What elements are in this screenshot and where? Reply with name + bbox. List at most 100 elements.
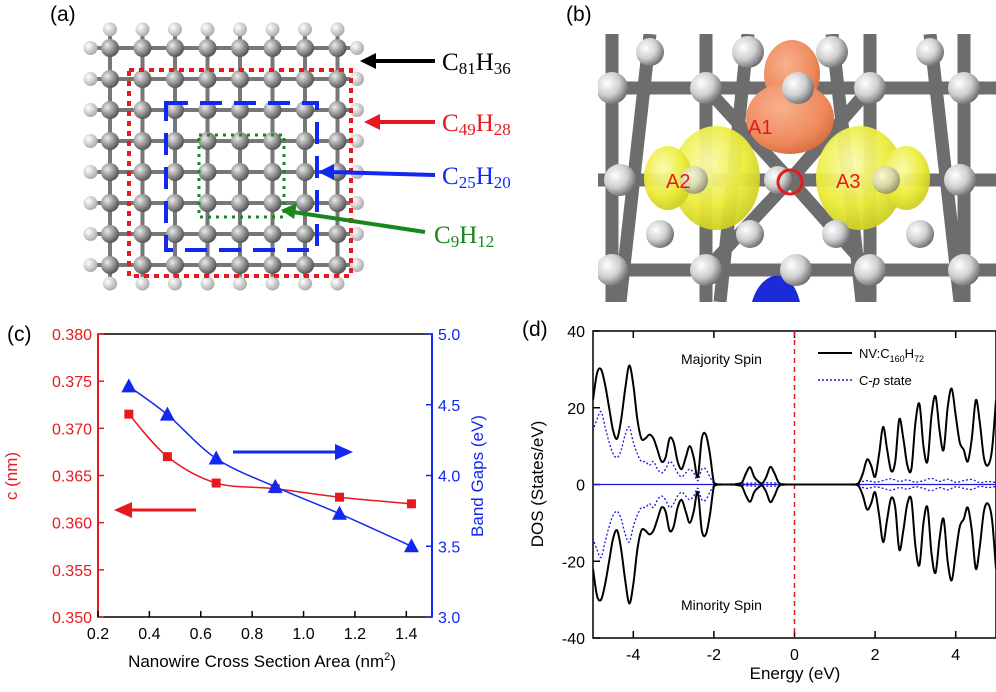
carbon-atom	[263, 132, 282, 150]
panel-label-c: (c)	[7, 323, 32, 346]
arrowhead-c25h20	[318, 164, 334, 180]
carbon-atom	[133, 101, 152, 119]
carbon-atom	[133, 39, 152, 57]
d-series	[593, 364, 996, 605]
carbon-atom	[263, 225, 282, 243]
carbon-atom	[166, 39, 184, 57]
carbon-atom	[231, 101, 249, 119]
c-lattice-point	[335, 492, 345, 502]
d-ylabel: DOS (States/eV)	[528, 421, 547, 548]
hydrogen-atom	[298, 22, 312, 37]
c-lattice-point	[211, 478, 221, 488]
carbon-atom	[166, 194, 184, 212]
arrow-c9h12	[292, 210, 426, 234]
carbon-atom	[133, 163, 152, 181]
c-left-tick-label: 0.370	[52, 421, 92, 438]
hydrogen-atom	[265, 276, 280, 291]
hydrogen-atom	[233, 276, 247, 291]
arrow-c25h20	[329, 170, 436, 177]
orbital-label-a3: A3	[836, 171, 860, 193]
c-x-tick-label: 1.0	[292, 626, 314, 643]
hydrogen-atom	[350, 72, 364, 86]
c-x-tick-label: 1.2	[344, 626, 366, 643]
arrowhead-left-red	[114, 502, 132, 518]
hydrogen-atom	[350, 134, 364, 148]
hydrogen-atom	[103, 276, 117, 291]
orbital-label-a2: A2	[666, 171, 690, 193]
orbital-a2-lobe	[672, 126, 760, 230]
d-y-tick-label: 20	[567, 401, 585, 418]
carbon-atom	[328, 256, 347, 274]
c-lattice-point	[162, 452, 172, 462]
carbon-atom	[166, 163, 184, 181]
carbon-atom	[198, 194, 217, 212]
c-right-tick-label: 4.5	[438, 398, 460, 415]
c-x-tick-label: 0.4	[138, 626, 160, 643]
carbon-atom	[296, 163, 314, 181]
carbon-atom	[296, 256, 314, 274]
carbon-atom	[231, 163, 249, 181]
c-series	[121, 378, 419, 553]
hydrogen-atom	[168, 22, 182, 37]
d-x-tick-label: -2	[707, 647, 721, 664]
hydrogen-atom	[135, 276, 150, 291]
c-right-axis: 3.0 3.5 4.0 4.5 5.0	[426, 327, 460, 627]
label-c81h36: C81H36	[442, 49, 511, 78]
carbon-atom	[198, 101, 217, 119]
hydrogen-atom	[330, 22, 345, 37]
d-nv-minority-line	[593, 482, 996, 605]
c-x-tick-label: 1.4	[395, 626, 417, 643]
panel-label-a: (a)	[50, 3, 76, 26]
hydrogen-atom	[168, 276, 182, 291]
carbon-atom	[263, 256, 282, 274]
c-right-tick-label: 5.0	[438, 327, 460, 344]
carbon-atom	[133, 256, 152, 274]
hydrogen-atom	[83, 227, 98, 241]
carbon-atom	[101, 132, 119, 150]
d-cp-minority-line	[593, 483, 996, 559]
carbon-atom	[198, 39, 217, 57]
panel-label-b: (b)	[566, 3, 592, 26]
carbon-atom	[231, 194, 249, 212]
c-left-tick-label: 0.380	[52, 327, 92, 344]
hydrogen-atom	[83, 41, 98, 55]
d-legend: NV:C160H72 C-p state	[818, 346, 924, 388]
carbon-atom	[198, 225, 217, 243]
carbon-atom	[198, 163, 217, 181]
d-x-tick-label: 0	[790, 647, 799, 664]
hydrogen-atom	[83, 165, 98, 179]
carbon-atom	[231, 256, 249, 274]
carbon-atom	[166, 225, 184, 243]
c-left-tick-label: 0.350	[52, 610, 92, 627]
carbon-atom	[166, 256, 184, 274]
carbon-lattice	[83, 22, 364, 291]
d-x-tick-label: 4	[951, 647, 960, 664]
carbon-atom	[296, 39, 314, 57]
carbon-atom	[101, 39, 119, 57]
box-c25h20	[164, 101, 319, 252]
hydrogen-atom	[83, 134, 98, 148]
carbon-atom	[328, 39, 347, 57]
structure-view: A1 A2 A3	[598, 34, 996, 302]
label-c9h12: C9H12	[434, 222, 494, 251]
orbital-a1-lobe-bottom	[746, 82, 834, 154]
hydrogen-atom	[350, 258, 364, 272]
carbon-atom	[133, 225, 152, 243]
hydrogen-atom	[265, 22, 280, 37]
carbon-atom	[328, 70, 347, 88]
hydrogen-atom	[350, 103, 364, 117]
arrowhead-c9h12	[281, 203, 297, 219]
d-annotation-majority: Majority Spin	[681, 351, 762, 367]
c-gap-point	[208, 450, 224, 465]
carbon-atom	[198, 132, 217, 150]
carbon-atom	[101, 70, 119, 88]
carbon-atom	[296, 132, 314, 150]
c-right-ylabel: Band Gaps (eV)	[468, 415, 487, 537]
c-xlabel: Nanowire Cross Section Area (nm2)	[128, 651, 396, 671]
carbon-atom	[296, 225, 314, 243]
carbon-atom	[263, 101, 282, 119]
orbital-a3-lobe-small	[882, 146, 930, 210]
carbon-atom	[296, 70, 314, 88]
carbon-atom	[166, 70, 184, 88]
